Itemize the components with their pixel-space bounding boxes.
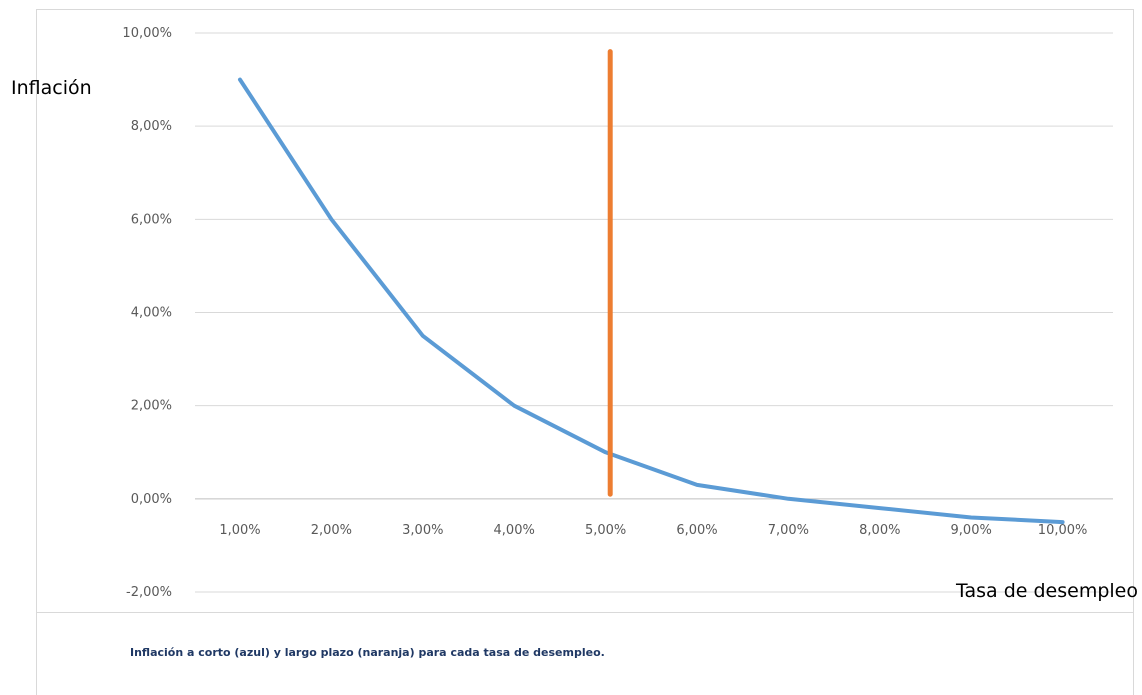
- x-tick-label: 8,00%: [859, 523, 900, 538]
- series-lines: [238, 49, 1065, 525]
- x-tick-label: 7,00%: [768, 523, 809, 538]
- y-axis-ticks: -2,00% 0,00% 2,00% 4,00% 6,00% 8,00% 10,00%: [122, 26, 172, 600]
- y-tick-label: 0,00%: [131, 492, 172, 507]
- x-tick-label: 10,00%: [1038, 523, 1088, 538]
- y-tick-label: -2,00%: [126, 585, 172, 600]
- caption-frame: [36, 613, 1134, 695]
- line-chart: -2,00% 0,00% 2,00% 4,00% 6,00% 8,00% 10,00% 1,…: [11, 26, 1138, 602]
- x-tick-label: 3,00%: [402, 523, 443, 538]
- x-tick-label: 9,00%: [951, 523, 992, 538]
- x-axis-title: Tasa de desempleo: [955, 580, 1138, 602]
- y-tick-label: 10,00%: [122, 26, 172, 41]
- y-tick-label: 8,00%: [131, 119, 172, 134]
- x-tick-label: 1,00%: [219, 523, 260, 538]
- chart-frame: [36, 9, 1134, 613]
- figure-caption: Inflación a corto (azul) y largo plazo (…: [130, 646, 605, 659]
- gridlines: [195, 32, 1113, 593]
- y-tick-label: 6,00%: [131, 212, 172, 227]
- y-axis-title: Inflación: [11, 77, 92, 99]
- y-tick-label: 4,00%: [131, 306, 172, 321]
- x-tick-label: 2,00%: [311, 523, 352, 538]
- y-tick-label: 2,00%: [131, 399, 172, 414]
- x-tick-label: 4,00%: [494, 523, 535, 538]
- x-tick-label: 6,00%: [676, 523, 717, 538]
- series-line-blue: [238, 77, 1065, 525]
- x-tick-label: 5,00%: [585, 523, 626, 538]
- x-axis-ticks: 1,00% 2,00% 3,00% 4,00% 5,00% 6,00% 7,00% 8,00%…: [219, 523, 1087, 538]
